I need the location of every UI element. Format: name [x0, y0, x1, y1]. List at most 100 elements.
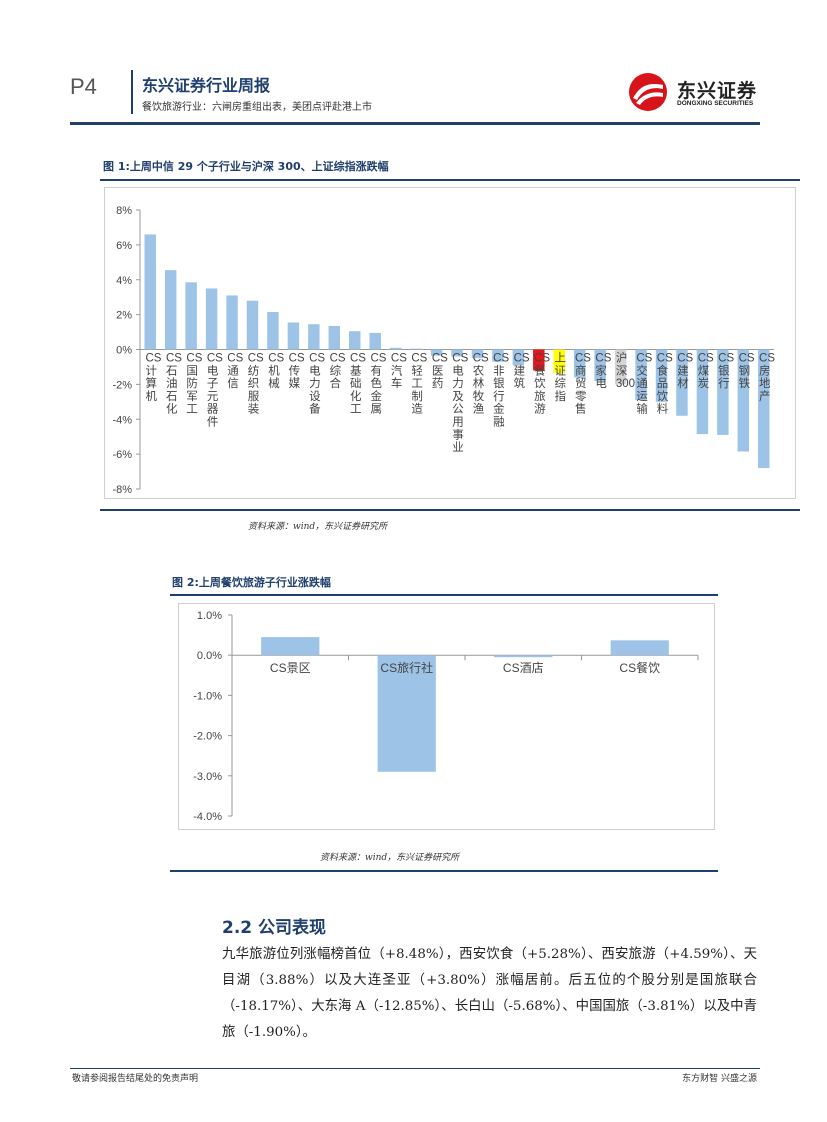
category-label: CS 餐饮旅游 [534, 353, 550, 416]
y-tick-label: 1.0% [197, 610, 222, 622]
bar [610, 640, 669, 656]
bar [349, 331, 361, 350]
bar [471, 349, 484, 359]
category-label: CS 电子元器件 [207, 353, 223, 429]
y-tick-label: -2.0% [193, 731, 222, 743]
report-subtitle: 餐饮旅游行业：六闸房重组出表，美团点评赴港上市 [142, 102, 372, 113]
category-label: CS 轻工制造 [411, 353, 427, 416]
category-label: CS 建筑 [514, 353, 530, 391]
bar [267, 312, 279, 350]
bar [389, 347, 402, 350]
category-label: CS 建材 [677, 353, 693, 391]
category-label: CS 汽车 [391, 353, 407, 391]
bar [430, 349, 443, 356]
y-tick-label: 4% [116, 275, 132, 287]
bar [533, 349, 545, 371]
bar [512, 349, 525, 366]
y-tick-label: -2% [112, 379, 132, 391]
category-label: CS 交通运输 [636, 353, 652, 416]
y-tick-label: -1.0% [193, 690, 222, 702]
figure2-source: 资料来源：wind，东兴证券研究所 [320, 853, 460, 863]
category-label: CS 计算机 [145, 353, 161, 403]
bar [655, 349, 668, 402]
footer-disclaimer: 敬请参阅报告结尾处的免责声明 [72, 1074, 199, 1084]
figure2-title: 图 2:上周餐饮旅游子行业涨跌幅 [172, 576, 331, 589]
bar [261, 637, 320, 656]
bar [676, 349, 688, 416]
bar [308, 324, 320, 350]
bar [758, 349, 770, 469]
category-label: CS 国防军工 [186, 353, 202, 416]
category-label: CS 非银行金融 [493, 353, 509, 429]
category-label: CS酒店 [503, 661, 544, 675]
section-title: 2.2 公司表现 [222, 918, 327, 938]
category-label: CS 银行 [718, 353, 734, 391]
footer-rule [70, 1068, 760, 1069]
y-tick-label: -4.0% [193, 811, 222, 823]
bar [696, 349, 709, 435]
category-label: CS 电力设备 [309, 353, 325, 416]
figure2-chart: 1.0% 0.0% -1.0% -2.0% -3.0% -4.0% CS景区 CS旅行社 CS… [178, 603, 715, 830]
category-label: CS 通信 [227, 353, 243, 391]
y-tick-label: 0.0% [197, 650, 222, 662]
bar [553, 349, 565, 374]
bar [246, 300, 259, 350]
bar [594, 349, 606, 381]
bar [635, 349, 647, 401]
y-tick-label: -6% [112, 449, 132, 461]
bar [144, 234, 156, 350]
category-label: CS 机械 [268, 353, 284, 391]
bar [377, 655, 436, 772]
category-label: CS 煤炭 [698, 353, 714, 391]
bar [205, 288, 218, 350]
figure1-source: 资料来源：wind，东兴证券研究所 [248, 522, 388, 532]
header-divider [131, 70, 133, 114]
bar [737, 349, 750, 452]
category-label: CS景区 [270, 661, 311, 675]
header-rule [70, 122, 760, 125]
category-label: CS 医药 [432, 353, 448, 391]
category-label: CS旅行社 [380, 660, 433, 675]
category-label: CS 房地产 [759, 353, 775, 403]
category-label: CS 家电 [595, 353, 611, 391]
category-label: CS 石油石化 [166, 353, 182, 416]
bar [717, 349, 729, 435]
category-label: CS 食品饮料 [657, 353, 673, 416]
category-label: CS餐饮 [619, 660, 660, 675]
figure1-top-rule [100, 179, 800, 181]
category-label: CS 基础化工 [350, 353, 366, 416]
footer-slogan: 东方财智 兴盛之源 [682, 1074, 757, 1084]
y-tick-label: 2% [116, 310, 132, 322]
category-label: 上证综指 [555, 352, 567, 403]
y-tick-label: -4% [112, 414, 132, 426]
logo-text-en: DONGXING SECURITIES [677, 100, 754, 107]
y-tick-label: 6% [116, 240, 132, 252]
bar [328, 325, 341, 350]
bar [287, 322, 300, 350]
page-number: P4 [70, 74, 97, 99]
bar [494, 655, 553, 658]
category-label: CS 综合 [330, 353, 346, 391]
category-label: CS 纺织服装 [248, 353, 264, 416]
bar [614, 349, 627, 385]
figure1-bottom-rule [100, 509, 800, 511]
y-tick-label: -3.0% [193, 771, 222, 783]
bar [164, 270, 177, 350]
y-tick-label: -8% [112, 484, 132, 496]
category-label: CS 商贸零售 [575, 353, 591, 416]
bar [185, 282, 197, 350]
figure2-bottom-rule [170, 870, 718, 872]
category-label: CS 农林牧渔 [473, 353, 489, 416]
bar [410, 348, 422, 350]
y-tick-label: 0% [116, 345, 132, 357]
bar [451, 349, 463, 357]
bar [369, 332, 381, 350]
category-label: CS 电力及公用事业 [452, 353, 468, 455]
category-label: 沪深 300 [616, 351, 635, 391]
section-body: 九华旅游位列涨幅榜首位（+8.48%），西安饮食（+5.28%）、西安旅游（+4… [222, 947, 757, 1040]
figure2-top-rule [170, 594, 718, 596]
logo-text-cn: 东兴证券 [677, 80, 758, 102]
bar [573, 349, 586, 378]
category-label: CS 钢铁 [739, 353, 755, 391]
